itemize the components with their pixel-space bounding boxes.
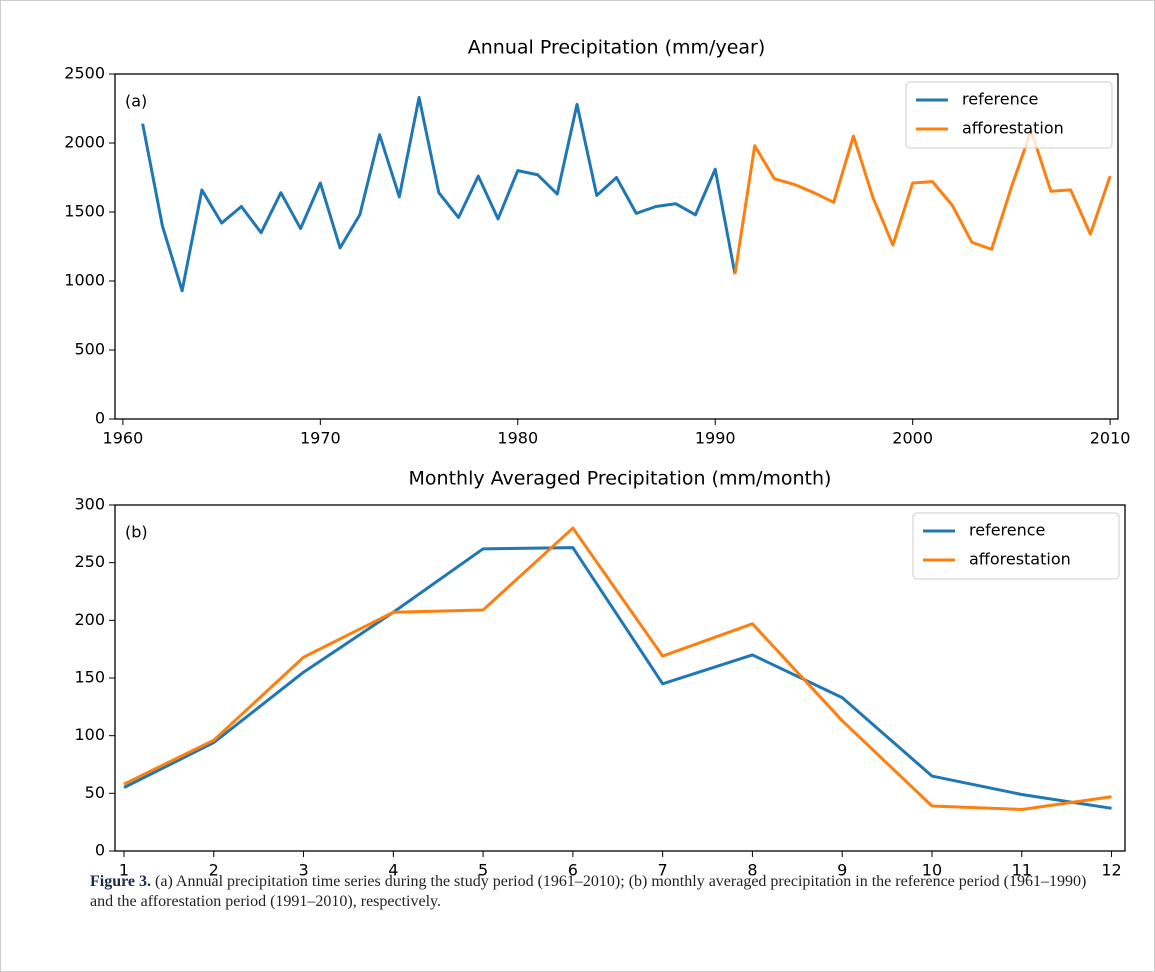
legend-label: reference (962, 90, 1038, 109)
caption-text: (a) Annual precipitation time series dur… (90, 873, 1087, 910)
x-tick-label: 1970 (300, 429, 341, 448)
legend-box (905, 81, 1113, 149)
y-tick-label: 250 (74, 552, 105, 571)
y-tick-label: 1000 (64, 271, 105, 290)
panel-label: (a) (125, 92, 147, 111)
x-tick-label: 1980 (497, 429, 538, 448)
chart-title: Monthly Averaged Precipitation (mm/month… (409, 468, 832, 490)
y-tick-label: 150 (74, 668, 105, 687)
caption: Figure 3. (a) Annual precipitation time … (90, 872, 1090, 912)
axes-frame (114, 73, 1119, 420)
x-tick-label: 2010 (1090, 429, 1131, 448)
caption-label: Figure 3. (90, 873, 152, 890)
x-tick-label: 5 (478, 861, 488, 880)
x-tick-label: 2000 (892, 429, 933, 448)
chart-title: Annual Precipitation (mm/year) (468, 37, 766, 59)
x-tick-label: 1990 (695, 429, 736, 448)
x-tick-label: 7 (658, 861, 668, 880)
data-line (123, 546, 1112, 810)
x-tick-label: 2 (209, 861, 219, 880)
y-tick-label: 0 (95, 841, 105, 860)
y-tick-label: 50 (85, 783, 105, 802)
y-tick-label: 200 (74, 610, 105, 629)
x-tick-label: 8 (747, 861, 757, 880)
data-line (141, 95, 737, 293)
panel-label: (b) (125, 523, 148, 542)
x-tick-label: 9 (837, 861, 847, 880)
axes-frame (114, 504, 1126, 852)
data-line (733, 129, 1112, 275)
y-tick-label: 2000 (64, 133, 105, 152)
legend-box (912, 512, 1120, 580)
legend-label: afforestation (962, 119, 1064, 138)
data-line (123, 526, 1112, 811)
legend-label: afforestation (969, 550, 1071, 569)
x-tick-label: 10 (922, 861, 942, 880)
y-tick-label: 300 (74, 495, 105, 514)
x-tick-label: 1960 (103, 429, 144, 448)
x-tick-label: 4 (388, 861, 398, 880)
legend-label: reference (969, 521, 1045, 540)
x-tick-label: 6 (568, 861, 578, 880)
x-tick-label: 1 (119, 861, 129, 880)
y-tick-label: 2500 (64, 64, 105, 83)
y-tick-label: 100 (74, 725, 105, 744)
x-tick-label: 11 (1012, 861, 1032, 880)
x-tick-label: 12 (1101, 861, 1121, 880)
x-tick-label: 3 (298, 861, 308, 880)
y-tick-label: 500 (74, 340, 105, 359)
y-tick-label: 1500 (64, 202, 105, 221)
y-tick-label: 0 (95, 409, 105, 428)
